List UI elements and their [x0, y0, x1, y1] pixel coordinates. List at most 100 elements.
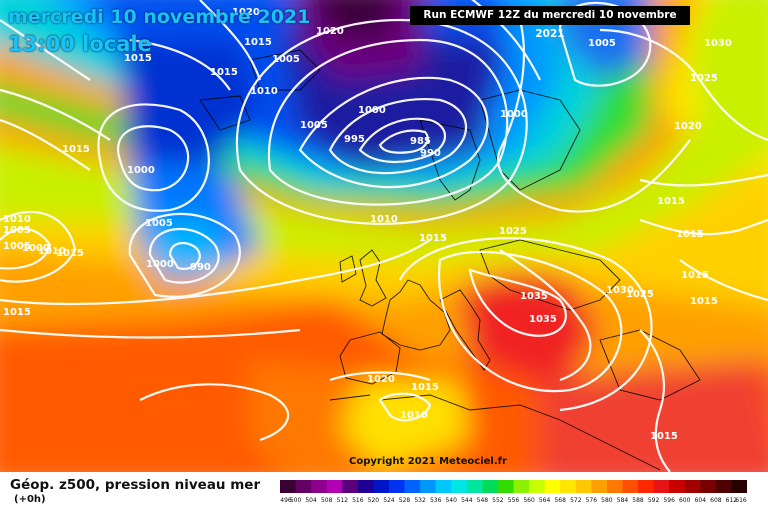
color-scale-swatch: [482, 480, 499, 493]
isobar-label: 985: [410, 136, 431, 147]
color-scale-swatch: [466, 480, 483, 493]
color-scale-tick-label: 512: [337, 497, 349, 504]
color-scale-swatch: [684, 480, 701, 493]
color-scale-tick-label: 596: [663, 497, 675, 504]
color-scale-swatch: [622, 480, 639, 493]
isobar-label: 995: [344, 134, 365, 145]
color-scale-tick-label: 584: [617, 497, 629, 504]
isobar-label: 1035: [520, 291, 548, 302]
isobar-label: 1005: [300, 120, 328, 131]
isobar-label: 1015: [124, 53, 152, 64]
color-scale-tick-label: 524: [383, 497, 395, 504]
color-scale-tick-label: 580: [601, 497, 613, 504]
isobar-label: 1015: [419, 233, 447, 244]
isobar-label: 1015: [210, 67, 238, 78]
legend-title: Géop. z500, pression niveau mer: [10, 477, 261, 493]
color-scale-swatch: [700, 480, 717, 493]
color-scale-tick-label: 576: [586, 497, 598, 504]
color-scale-tick-label: 568: [554, 497, 566, 504]
color-scale-tick-label: 552: [492, 497, 504, 504]
isobar-label: 1005: [272, 54, 300, 65]
color-scale-tick-label: 600: [679, 497, 691, 504]
forecast-date-title: mercredi 10 novembre 2021: [8, 6, 311, 28]
isobar-label: 1005: [3, 241, 31, 252]
isobar-label: 1010: [370, 214, 398, 225]
isobar-label: 1000: [500, 109, 528, 120]
color-scale-tick-label: 564: [539, 497, 551, 504]
isobar-label: 1000: [146, 259, 174, 270]
isobar-label: 1015: [690, 296, 718, 307]
isobar-label: 1020: [316, 26, 344, 37]
color-scale-tick-label: 592: [648, 497, 660, 504]
color-scale-tick-label: 588: [632, 497, 644, 504]
isobar-label: 1015: [657, 196, 685, 207]
isobars: [0, 0, 768, 472]
isobar-label: 1020: [232, 7, 260, 18]
run-info-banner: Run ECMWF 12Z du mercredi 10 novembre 20…: [410, 6, 690, 40]
isobar-label: 1015: [650, 431, 678, 442]
color-scale-swatch: [606, 480, 623, 493]
isobar-label: 1005: [3, 225, 31, 236]
color-scale-tick-label: 548: [477, 497, 489, 504]
color-scale-swatch: [529, 480, 546, 493]
color-scale-swatch: [404, 480, 421, 493]
isobar-label: 1015: [411, 382, 439, 393]
isobar-label: 1030: [606, 285, 634, 296]
color-scale-swatch: [544, 480, 561, 493]
isobar-label: 1005: [588, 38, 616, 49]
color-scale-tick-label: 536: [430, 497, 442, 504]
z500-color-field: [0, 0, 768, 472]
color-scale-tick-label: 540: [445, 497, 457, 504]
isobar-label: 1010: [38, 246, 66, 257]
coastlines: [199, 49, 701, 471]
color-scale-tick-label: 504: [305, 497, 317, 504]
color-scale-tick-label: 556: [508, 497, 520, 504]
color-scale-swatch: [373, 480, 390, 493]
isobar-label: 1010: [250, 86, 278, 97]
isobar-label: 990: [420, 148, 441, 159]
forecast-time-title: 13:00 locale: [8, 32, 152, 56]
isobar-label: 1000: [127, 165, 155, 176]
color-scale-swatch: [497, 480, 514, 493]
color-scale-swatch: [420, 480, 437, 493]
color-scale-tick-label: 612: [726, 497, 738, 504]
isobar-label: 1025: [690, 73, 718, 84]
color-scale-swatch: [451, 480, 468, 493]
color-scale-tick-label: 544: [461, 497, 473, 504]
isobar-label: 1035: [529, 314, 557, 325]
isobar-label: 1030: [704, 38, 732, 49]
color-scale-swatch: [388, 480, 406, 493]
isobar-label: 1015: [62, 144, 90, 155]
isobar-label: 1020: [674, 121, 702, 132]
color-scale-swatch: [311, 480, 328, 493]
color-scale-swatch: [357, 480, 374, 493]
color-scale-swatch: [326, 480, 343, 493]
color-scale-swatch: [715, 480, 732, 493]
legend-subtitle: (+0h): [14, 494, 46, 505]
color-scale-tick-label: 516: [352, 497, 364, 504]
color-scale-swatch: [280, 480, 297, 493]
color-scale-swatch: [342, 480, 359, 493]
color-scale-tick-label: 528: [399, 497, 411, 504]
color-scale-swatch: [575, 480, 592, 493]
color-scale-swatch: [669, 480, 686, 493]
color-scale-swatch: [513, 480, 530, 493]
isobar-label: 1010: [400, 410, 428, 421]
isobar-label: 990: [190, 262, 211, 273]
color-scale-swatch: [638, 480, 655, 493]
color-scale-tick-label: 508: [321, 497, 333, 504]
color-scale-swatch: [591, 480, 608, 493]
color-scale-swatch: [731, 480, 747, 493]
isobar-label: 1025: [499, 226, 527, 237]
color-scale-tick-label: 616: [735, 497, 747, 504]
color-scale-tick-label: 608: [710, 497, 722, 504]
color-scale-swatch: [435, 480, 452, 493]
color-scale-tick-label: 500: [290, 497, 302, 504]
isobar-label: 1000: [358, 105, 386, 116]
isobar-label: 1020: [367, 374, 395, 385]
color-scale-swatch: [560, 480, 577, 493]
